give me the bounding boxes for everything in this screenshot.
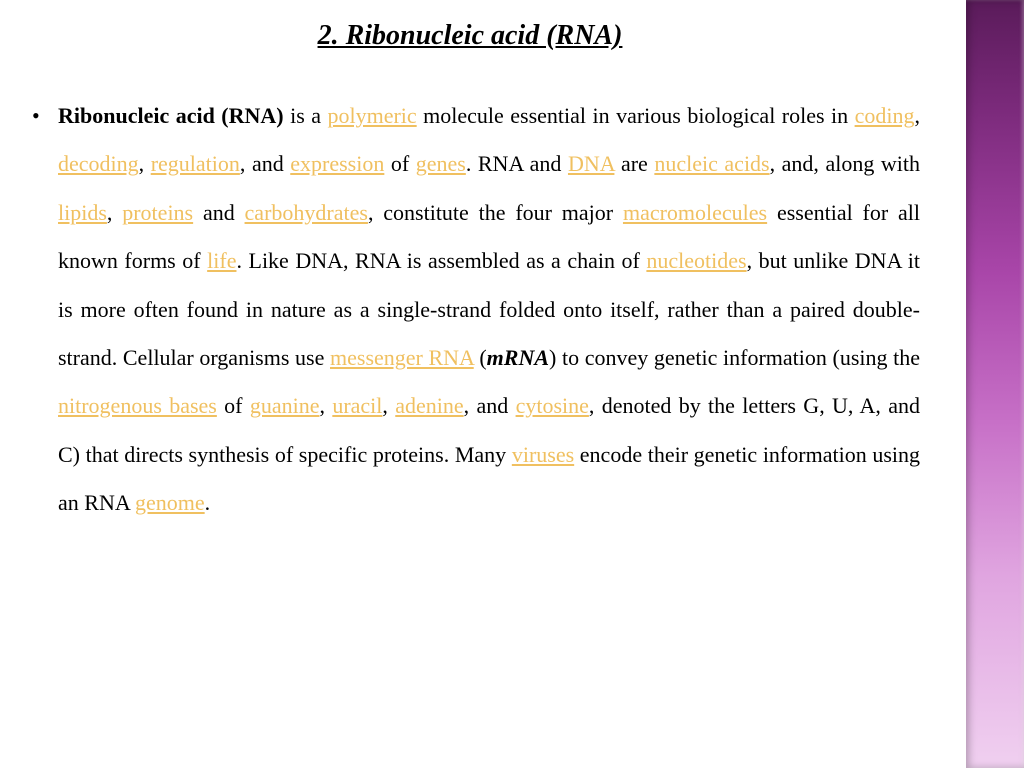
- text-segment: . Like DNA, RNA is assembled as a chain …: [236, 248, 646, 273]
- hyperlink-text[interactable]: nucleotides: [646, 248, 746, 273]
- hyperlink-text[interactable]: carbohydrates: [245, 200, 368, 225]
- hyperlink-text[interactable]: life: [207, 248, 236, 273]
- body-paragraph: • Ribonucleic acid (RNA) is a polymeric …: [20, 92, 920, 528]
- bullet-icon: •: [32, 92, 40, 140]
- text-segment: .: [205, 490, 211, 515]
- text-segment: ,: [320, 393, 333, 418]
- decorative-sidebar: [966, 0, 1024, 768]
- text-segment: ,: [382, 393, 395, 418]
- hyperlink-text[interactable]: uracil: [332, 393, 382, 418]
- hyperlink-text[interactable]: proteins: [122, 200, 193, 225]
- hyperlink-text[interactable]: decoding: [58, 151, 139, 176]
- slide-content: 2. Ribonucleic acid (RNA) • Ribonucleic …: [0, 0, 950, 768]
- paragraph-text: Ribonucleic acid (RNA) is a polymeric mo…: [58, 103, 920, 515]
- text-segment: mRNA: [487, 345, 549, 370]
- text-segment: , constitute the four major: [368, 200, 623, 225]
- hyperlink-text[interactable]: guanine: [250, 393, 320, 418]
- hyperlink-text[interactable]: polymeric: [327, 103, 416, 128]
- hyperlink-text[interactable]: nitrogenous bases: [58, 393, 217, 418]
- text-segment: ,: [139, 151, 151, 176]
- hyperlink-text[interactable]: regulation: [151, 151, 240, 176]
- hyperlink-text[interactable]: macromolecules: [623, 200, 767, 225]
- hyperlink-text[interactable]: messenger RNA: [330, 345, 474, 370]
- hyperlink-text[interactable]: expression: [290, 151, 384, 176]
- text-segment: and: [193, 200, 244, 225]
- text-segment: (: [474, 345, 487, 370]
- slide-title: 2. Ribonucleic acid (RNA): [20, 20, 920, 52]
- hyperlink-text[interactable]: genome: [135, 490, 205, 515]
- hyperlink-text[interactable]: DNA: [568, 151, 614, 176]
- text-segment: ,: [915, 103, 921, 128]
- text-segment: . RNA and: [466, 151, 568, 176]
- text-segment: is a: [284, 103, 328, 128]
- hyperlink-text[interactable]: genes: [416, 151, 466, 176]
- text-segment: molecule essential in various biological…: [417, 103, 855, 128]
- hyperlink-text[interactable]: lipids: [58, 200, 107, 225]
- text-segment: Ribonucleic acid (RNA): [58, 103, 284, 128]
- text-segment: of: [217, 393, 250, 418]
- hyperlink-text[interactable]: coding: [855, 103, 915, 128]
- text-segment: , and: [240, 151, 290, 176]
- text-segment: , and: [464, 393, 516, 418]
- text-segment: , and, along with: [770, 151, 920, 176]
- text-segment: ) to convey genetic information (using t…: [549, 345, 920, 370]
- hyperlink-text[interactable]: nucleic acids: [654, 151, 769, 176]
- hyperlink-text[interactable]: adenine: [395, 393, 463, 418]
- text-segment: are: [614, 151, 654, 176]
- hyperlink-text[interactable]: cytosine: [516, 393, 589, 418]
- hyperlink-text[interactable]: viruses: [512, 442, 574, 467]
- text-segment: ,: [107, 200, 122, 225]
- text-segment: of: [384, 151, 415, 176]
